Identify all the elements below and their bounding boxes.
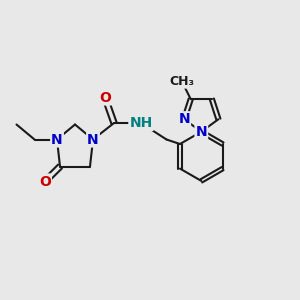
Text: NH: NH	[129, 116, 153, 130]
Text: N: N	[51, 133, 63, 146]
Text: O: O	[39, 175, 51, 188]
Text: N: N	[87, 133, 99, 146]
Text: CH₃: CH₃	[169, 75, 194, 88]
Text: N: N	[178, 112, 190, 126]
Text: N: N	[196, 125, 207, 139]
Text: O: O	[99, 91, 111, 104]
